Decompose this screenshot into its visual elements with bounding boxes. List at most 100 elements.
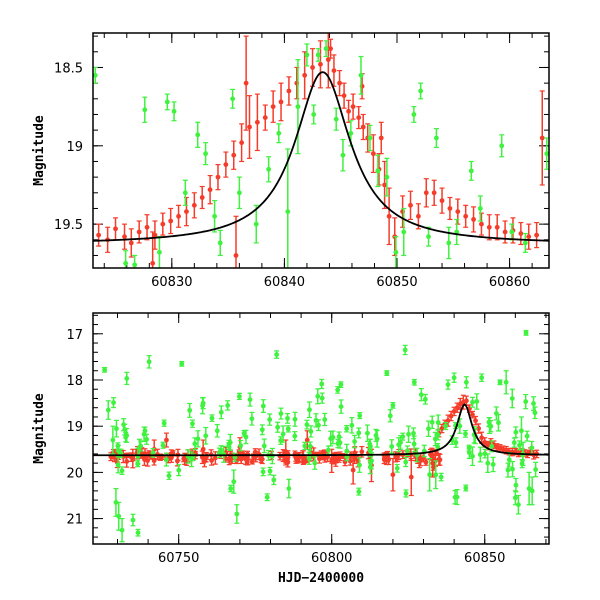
data-point <box>266 166 272 172</box>
data-point <box>474 399 480 404</box>
data-point <box>146 359 152 365</box>
data-point <box>144 224 150 230</box>
data-point <box>463 398 469 404</box>
data-point <box>115 462 121 468</box>
data-point <box>496 420 501 426</box>
data-point <box>357 413 363 419</box>
data-point <box>150 260 156 266</box>
data-point <box>322 417 328 422</box>
data-point <box>176 467 182 473</box>
data-point <box>286 486 292 491</box>
data-point <box>207 187 213 193</box>
data-point <box>438 474 444 480</box>
data-point <box>389 444 395 449</box>
data-point <box>544 151 549 157</box>
data-point <box>463 485 469 491</box>
data-point <box>381 455 387 461</box>
data-point <box>308 429 314 434</box>
data-point <box>435 420 441 425</box>
plot-frame <box>92 312 550 545</box>
data-point <box>386 213 392 219</box>
data-point <box>212 213 218 219</box>
data-point <box>415 213 421 219</box>
data-point <box>203 151 208 157</box>
data-point <box>190 421 195 427</box>
data-point <box>373 433 379 438</box>
x-axis-label: HJD−2400000 <box>278 571 364 586</box>
data-point <box>114 426 119 432</box>
data-point <box>304 422 310 428</box>
data-point <box>209 415 215 421</box>
data-point <box>144 436 149 442</box>
data-point <box>333 116 339 122</box>
data-point <box>296 454 302 460</box>
data-point <box>515 502 521 508</box>
data-point <box>285 209 291 215</box>
y-tick-label: 18.5 <box>54 61 83 76</box>
data-point <box>300 459 306 465</box>
data-point <box>338 382 344 388</box>
data-point <box>278 411 284 417</box>
data-point <box>110 437 116 443</box>
data-point <box>346 108 351 114</box>
model-curve <box>93 71 549 242</box>
data-point <box>518 231 524 236</box>
data-point <box>427 472 433 478</box>
x-tick-label: 60750 <box>158 551 199 566</box>
data-point <box>161 420 167 426</box>
data-point <box>113 500 119 505</box>
data-point <box>319 395 325 401</box>
data-point <box>312 460 318 466</box>
data-point <box>411 379 417 385</box>
data-point <box>130 517 136 523</box>
data-point <box>228 486 234 491</box>
data-point <box>231 152 237 158</box>
data-point <box>141 431 147 437</box>
data-point <box>328 436 334 441</box>
data-point <box>238 443 244 449</box>
data-point <box>473 418 478 424</box>
data-point <box>128 240 134 246</box>
data-point <box>509 396 515 401</box>
data-point <box>164 437 169 443</box>
data-point <box>394 465 400 471</box>
data-point <box>426 234 431 240</box>
y-tick-label: 17 <box>66 328 83 343</box>
data-point <box>526 234 532 240</box>
data-point <box>401 229 407 235</box>
x-tick-label: 60800 <box>311 551 352 566</box>
data-point <box>124 458 130 464</box>
data-point <box>136 229 142 235</box>
y-axis-label: Magnitude <box>32 393 47 464</box>
data-point <box>485 460 491 466</box>
data-point <box>115 448 121 454</box>
data-point <box>529 445 535 451</box>
series-red <box>108 394 540 497</box>
data-point <box>356 489 362 495</box>
series-green <box>102 329 539 543</box>
data-point <box>529 488 535 494</box>
data-point <box>302 443 308 449</box>
data-point <box>163 457 169 462</box>
data-point <box>370 151 376 157</box>
data-point <box>512 495 518 501</box>
data-point <box>523 330 529 336</box>
data-point <box>214 428 220 434</box>
data-point <box>398 440 403 445</box>
data-point <box>509 229 515 235</box>
data-point <box>184 209 189 215</box>
data-point <box>463 431 468 437</box>
data-point <box>443 423 448 429</box>
data-point <box>350 467 356 473</box>
y-tick-label: 21 <box>66 513 83 528</box>
data-point <box>468 168 474 174</box>
data-point <box>271 477 277 483</box>
data-point <box>152 232 158 238</box>
data-point <box>494 411 499 416</box>
data-point <box>423 190 429 196</box>
data-point <box>230 96 236 102</box>
data-point <box>510 466 515 472</box>
data-point <box>451 375 457 381</box>
data-point <box>247 397 253 403</box>
